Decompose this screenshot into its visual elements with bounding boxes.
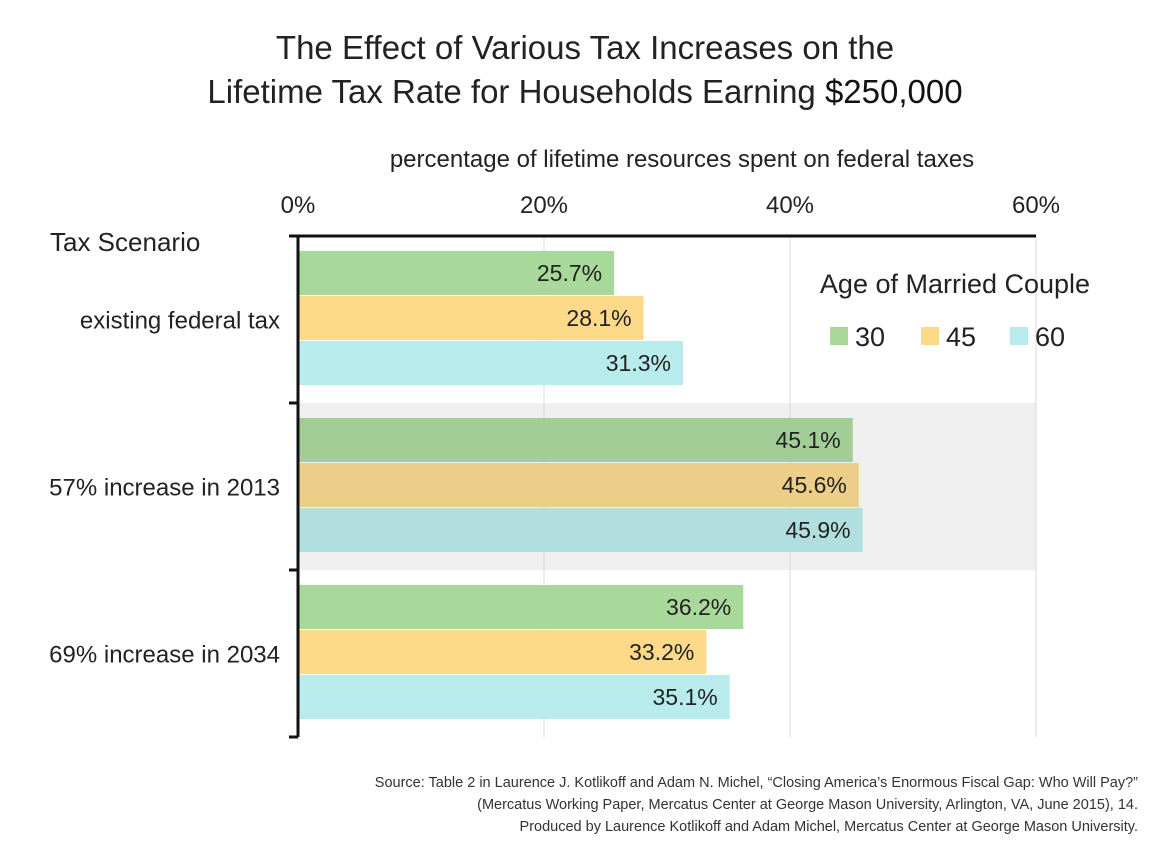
chart-title-line-1: The Effect of Various Tax Increases on t… bbox=[275, 29, 895, 66]
bar bbox=[298, 251, 615, 295]
source-note: Source: Table 2 in Laurence J. Kotlikoff… bbox=[375, 772, 1138, 838]
bar-shade bbox=[298, 508, 863, 552]
bar bbox=[298, 630, 707, 674]
bar-value-label: 33.2% bbox=[629, 639, 694, 665]
x-tick-label: 20% bbox=[520, 192, 568, 219]
category-label: existing federal tax bbox=[80, 308, 280, 335]
bar-value-label: 31.3% bbox=[606, 350, 671, 376]
bar-value-label: 25.7% bbox=[537, 260, 602, 286]
source-line-1: Source: Table 2 in Laurence J. Kotlikoff… bbox=[374, 775, 1138, 791]
bar-value-label: 45.1% bbox=[776, 427, 841, 453]
legend-swatch-60 bbox=[1010, 327, 1028, 345]
legend-title: Age of Married Couple bbox=[820, 269, 1090, 299]
bar-value-label: 28.1% bbox=[566, 305, 631, 331]
chart-title-line-2-text: Lifetime Tax Rate for Households Earning bbox=[207, 73, 825, 110]
legend-swatch-30 bbox=[830, 327, 848, 345]
bar-shade bbox=[298, 463, 859, 507]
bar bbox=[298, 296, 644, 340]
legend-label-45: 45 bbox=[946, 322, 976, 352]
chart-title-income: $250,000 bbox=[824, 73, 963, 110]
bar bbox=[298, 418, 853, 462]
x-axis-label: percentage of lifetime resources spent o… bbox=[390, 146, 974, 173]
source-line-2: (Mercatus Working Paper, Mercatus Center… bbox=[477, 797, 1138, 813]
bar-shade bbox=[298, 418, 853, 462]
y-axis-title: Tax Scenario bbox=[50, 227, 200, 257]
bar-value-label: 45.9% bbox=[785, 517, 850, 543]
legend-label-30: 30 bbox=[855, 322, 885, 352]
source-line-3: Produced by Laurence Kotlikoff and Adam … bbox=[519, 819, 1138, 835]
category-label: 69% increase in 2034 bbox=[49, 642, 280, 669]
chart-title: The Effect of Various Tax Increases on t… bbox=[0, 26, 1170, 114]
bar bbox=[298, 341, 683, 385]
bar bbox=[298, 585, 744, 629]
chart-title-line-2: Lifetime Tax Rate for Households Earning… bbox=[0, 70, 1170, 114]
bar-value-label: 35.1% bbox=[653, 684, 718, 710]
bar bbox=[298, 508, 863, 552]
bar-chart: 0% 20% 40% 60% percentage of lifetime resour… bbox=[49, 146, 1090, 739]
x-tick-label: 60% bbox=[1012, 192, 1060, 219]
bar bbox=[298, 675, 730, 719]
bar bbox=[298, 463, 859, 507]
legend-label-60: 60 bbox=[1035, 322, 1065, 352]
x-tick-label: 40% bbox=[766, 192, 814, 219]
bar-value-label: 45.6% bbox=[782, 472, 847, 498]
x-tick-label: 0% bbox=[281, 192, 316, 219]
bar-value-label: 36.2% bbox=[666, 594, 731, 620]
legend-swatch-45 bbox=[921, 327, 939, 345]
category-label: 57% increase in 2013 bbox=[49, 475, 280, 502]
